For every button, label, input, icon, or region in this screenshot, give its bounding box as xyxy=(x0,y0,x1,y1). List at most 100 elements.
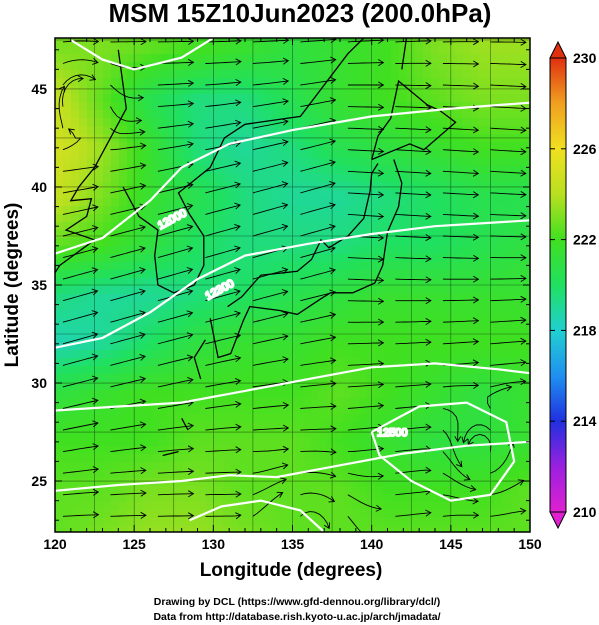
field-cell xyxy=(359,110,368,119)
field-cell xyxy=(143,398,152,407)
field-cell xyxy=(63,150,72,159)
field-cell xyxy=(375,262,384,271)
field-cell xyxy=(511,246,520,255)
field-cell xyxy=(527,182,530,191)
field-cell xyxy=(375,406,384,415)
field-cell xyxy=(87,430,96,439)
field-cell xyxy=(479,246,488,255)
field-cell xyxy=(375,190,384,199)
field-cell xyxy=(399,398,408,407)
field-cell xyxy=(343,318,352,327)
field-cell xyxy=(527,278,530,287)
field-cell xyxy=(359,462,368,471)
field-cell xyxy=(151,134,160,143)
field-cell xyxy=(367,494,376,503)
field-cell xyxy=(503,382,512,391)
field-cell xyxy=(287,134,296,143)
streamline-arrowhead xyxy=(472,338,480,346)
field-cell xyxy=(463,294,472,303)
field-cell xyxy=(319,214,328,223)
field-cell xyxy=(447,294,456,303)
field-cell xyxy=(367,390,376,399)
field-cell xyxy=(231,118,240,127)
streamline-arrowhead xyxy=(329,471,337,479)
field-cell xyxy=(199,438,208,447)
field-cell xyxy=(511,454,520,463)
field-cell xyxy=(335,278,344,287)
field-cell xyxy=(231,350,240,359)
streamline xyxy=(110,514,146,517)
field-cell xyxy=(119,318,128,327)
field-cell xyxy=(71,510,80,519)
field-cell xyxy=(351,54,360,63)
field-cell xyxy=(447,198,456,207)
field-cell xyxy=(511,374,520,383)
field-cell xyxy=(55,198,64,207)
field-cell xyxy=(447,46,456,55)
streamline-arrowhead xyxy=(425,234,432,242)
field-cell xyxy=(319,94,328,103)
field-cell xyxy=(63,102,72,111)
field-cell xyxy=(159,502,168,511)
field-cell xyxy=(103,438,112,447)
field-cell xyxy=(343,174,352,183)
field-cell xyxy=(239,390,248,399)
field-cell xyxy=(135,166,144,175)
field-cell xyxy=(255,110,264,119)
field-cell xyxy=(87,262,96,271)
field-cell xyxy=(159,334,168,343)
field-cell xyxy=(119,502,128,511)
field-cell xyxy=(367,54,376,63)
field-cell xyxy=(55,78,64,87)
field-cell xyxy=(279,414,288,423)
field-cell xyxy=(479,286,488,295)
field-cell xyxy=(311,110,320,119)
field-cell xyxy=(175,198,184,207)
field-cell xyxy=(295,254,304,263)
field-cell xyxy=(263,454,272,463)
field-cell xyxy=(383,462,392,471)
field-cell xyxy=(215,134,224,143)
field-cell xyxy=(327,262,336,271)
field-cell xyxy=(391,382,400,391)
field-cell xyxy=(295,422,304,431)
field-cell xyxy=(303,286,312,295)
field-cell xyxy=(303,54,312,63)
field-cell xyxy=(215,478,224,487)
field-cell xyxy=(463,278,472,287)
field-cell xyxy=(423,182,432,191)
field-cell xyxy=(311,302,320,311)
field-cell xyxy=(159,422,168,431)
field-cell xyxy=(375,238,384,247)
field-cell xyxy=(367,342,376,351)
field-cell xyxy=(335,502,344,511)
field-cell xyxy=(423,166,432,175)
field-cell xyxy=(255,198,264,207)
field-cell xyxy=(447,454,456,463)
field-cell xyxy=(159,406,168,415)
field-cell xyxy=(415,414,424,423)
field-cell xyxy=(103,214,112,223)
field-cell xyxy=(119,398,128,407)
field-cell xyxy=(87,406,96,415)
field-cell xyxy=(127,38,136,47)
field-cell xyxy=(71,70,80,79)
field-cell xyxy=(335,350,344,359)
field-cell xyxy=(287,278,296,287)
field-cell xyxy=(103,414,112,423)
field-cell xyxy=(167,118,176,127)
field-cell xyxy=(95,158,104,167)
field-cell xyxy=(247,358,256,367)
field-cell xyxy=(167,406,176,415)
field-cell xyxy=(455,238,464,247)
field-cell xyxy=(343,446,352,455)
field-cell xyxy=(463,406,472,415)
field-cell xyxy=(135,86,144,95)
field-cell xyxy=(471,374,480,383)
field-cell xyxy=(367,334,376,343)
field-cell xyxy=(255,390,264,399)
field-cell xyxy=(479,326,488,335)
field-cell xyxy=(63,310,72,319)
streamline xyxy=(300,291,336,302)
streamline xyxy=(300,336,336,345)
